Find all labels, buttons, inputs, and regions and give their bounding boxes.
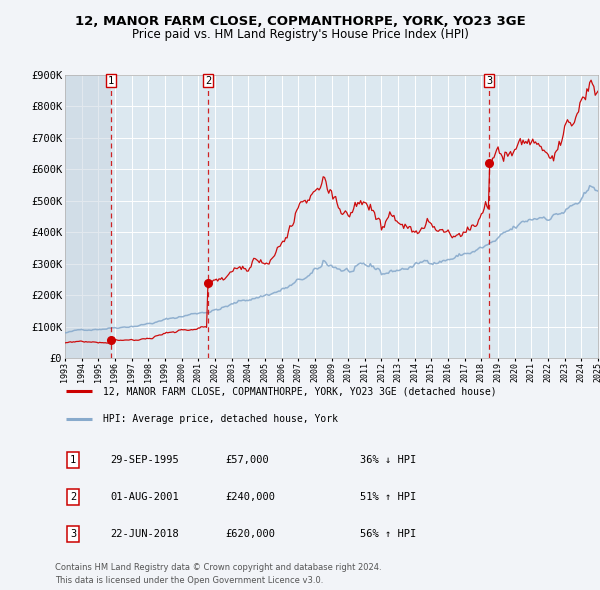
Text: 29-SEP-1995: 29-SEP-1995 xyxy=(110,455,179,465)
Text: 36% ↓ HPI: 36% ↓ HPI xyxy=(360,455,416,465)
Text: 12, MANOR FARM CLOSE, COPMANTHORPE, YORK, YO23 3GE (detached house): 12, MANOR FARM CLOSE, COPMANTHORPE, YORK… xyxy=(103,386,496,396)
Bar xyxy=(65,75,111,358)
Text: 2: 2 xyxy=(70,492,76,502)
Text: 22-JUN-2018: 22-JUN-2018 xyxy=(110,529,179,539)
Text: £620,000: £620,000 xyxy=(225,529,275,539)
Text: 51% ↑ HPI: 51% ↑ HPI xyxy=(360,492,416,502)
Text: Price paid vs. HM Land Registry's House Price Index (HPI): Price paid vs. HM Land Registry's House … xyxy=(131,28,469,41)
Text: 1: 1 xyxy=(70,455,76,465)
Bar xyxy=(65,75,111,358)
Text: 01-AUG-2001: 01-AUG-2001 xyxy=(110,492,179,502)
Text: 2: 2 xyxy=(205,76,211,86)
Text: This data is licensed under the Open Government Licence v3.0.: This data is licensed under the Open Gov… xyxy=(55,576,323,585)
Text: 56% ↑ HPI: 56% ↑ HPI xyxy=(360,529,416,539)
Text: 3: 3 xyxy=(486,76,493,86)
Text: £57,000: £57,000 xyxy=(225,455,269,465)
Text: HPI: Average price, detached house, York: HPI: Average price, detached house, York xyxy=(103,414,338,424)
Text: £240,000: £240,000 xyxy=(225,492,275,502)
Text: Contains HM Land Registry data © Crown copyright and database right 2024.: Contains HM Land Registry data © Crown c… xyxy=(55,563,382,572)
Text: 1: 1 xyxy=(107,76,114,86)
Text: 3: 3 xyxy=(70,529,76,539)
Text: 12, MANOR FARM CLOSE, COPMANTHORPE, YORK, YO23 3GE: 12, MANOR FARM CLOSE, COPMANTHORPE, YORK… xyxy=(74,15,526,28)
